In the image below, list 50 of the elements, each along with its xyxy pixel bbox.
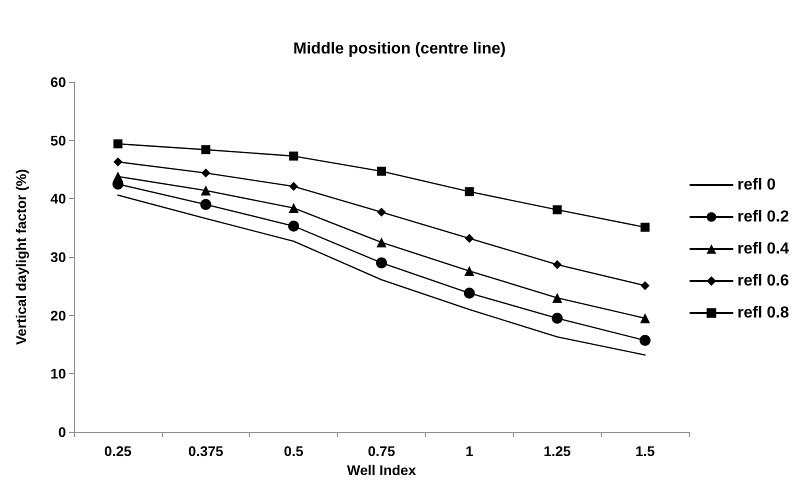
point — [113, 139, 122, 148]
x-tick-label: 0.25 — [104, 443, 132, 459]
y-tick-label: 50 — [50, 132, 66, 148]
y-tick-label: 10 — [50, 366, 66, 382]
point — [288, 220, 300, 232]
line-series — [117, 194, 646, 356]
legend-label: refl 0 — [737, 176, 776, 194]
point — [376, 237, 386, 248]
x-tick-label: 0.5 — [284, 443, 304, 459]
y-tick-label: 0 — [58, 424, 66, 440]
point — [552, 292, 562, 303]
point — [377, 208, 386, 217]
y-tick-label: 30 — [50, 249, 66, 265]
point — [464, 288, 475, 299]
legend-label: refl 0.4 — [737, 240, 790, 258]
point — [113, 157, 122, 166]
legend-label: refl 0.6 — [737, 272, 790, 290]
y-tick-label: 40 — [50, 190, 66, 207]
point — [112, 172, 123, 182]
point — [201, 145, 210, 154]
point — [289, 152, 298, 161]
point — [640, 281, 650, 290]
point — [377, 166, 386, 176]
point — [552, 312, 563, 324]
chart-title: Middle position (centre line) — [293, 40, 506, 58]
x-tick-label: 1.25 — [544, 443, 572, 459]
point — [200, 186, 211, 196]
point — [464, 266, 474, 276]
x-tick-label: 1 — [465, 443, 474, 459]
point — [200, 199, 212, 210]
x-tick-label: 0.75 — [368, 443, 396, 459]
point — [376, 257, 387, 268]
x-axis-title: Well Index — [347, 462, 416, 478]
x-tick-label: 0.375 — [188, 443, 224, 459]
point — [289, 182, 298, 191]
point — [640, 313, 650, 324]
y-tick-label: 20 — [50, 307, 66, 324]
legend-label: refl 0.2 — [737, 208, 790, 226]
point — [640, 334, 651, 346]
point — [201, 168, 210, 178]
point — [640, 222, 650, 232]
y-axis-title: Vertical daylight factor (%) — [13, 169, 29, 345]
point — [288, 203, 299, 213]
legend-label: refl 0.8 — [737, 304, 790, 322]
y-tick-label: 60 — [50, 74, 66, 90]
point — [464, 187, 474, 196]
point — [552, 205, 562, 214]
point — [464, 234, 474, 243]
point — [552, 260, 562, 270]
x-tick-label: 1.5 — [635, 443, 656, 459]
